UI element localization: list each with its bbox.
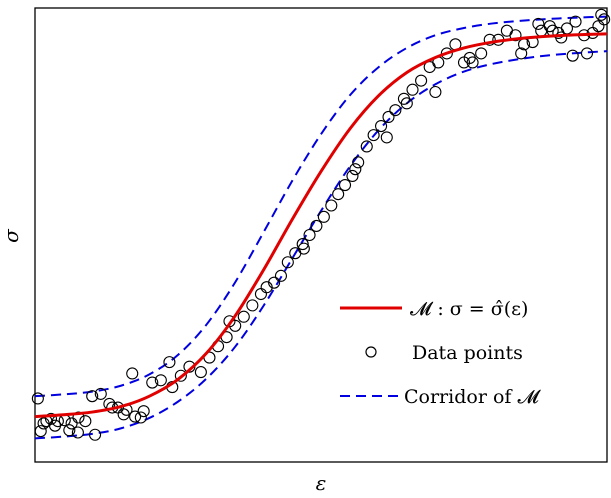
data-point (146, 376, 159, 389)
data-point (500, 24, 513, 37)
data-point (349, 163, 362, 176)
data-point (389, 104, 402, 117)
model-curve-line (34, 32, 608, 419)
data-point (440, 47, 453, 60)
x-axis-label: ε (316, 471, 327, 495)
data-point (406, 83, 419, 96)
data-point (163, 356, 176, 369)
data-point (415, 74, 428, 87)
data-point (117, 408, 130, 421)
data-point (274, 269, 288, 282)
legend-model-label: 𝓜 : σ = σ̂(ε) (410, 298, 528, 320)
data-point (79, 415, 92, 428)
data-point (346, 169, 359, 183)
data-point (72, 411, 85, 424)
data-point (129, 410, 142, 423)
data-point (137, 405, 150, 418)
legend-corridor-label: Corridor of 𝓜 (404, 386, 541, 408)
data-point (566, 49, 579, 62)
data-point (367, 129, 380, 142)
data-point (223, 315, 236, 328)
data-point (246, 299, 259, 312)
data-point (325, 199, 338, 212)
data-points-layer (31, 8, 611, 441)
data-point (303, 228, 316, 242)
model-curve-layer (34, 32, 608, 419)
legend-data-points-marker (365, 346, 377, 358)
data-point (281, 256, 294, 269)
data-point (598, 13, 611, 26)
data-point (310, 219, 323, 232)
data-point (532, 17, 545, 30)
data-point (483, 33, 496, 46)
corridor-upper-line (34, 15, 608, 398)
legend-data-points-label: Data points (412, 342, 523, 364)
data-point (338, 179, 352, 192)
data-point (535, 24, 548, 37)
data-point (515, 47, 528, 60)
data-point (475, 47, 488, 60)
data-point (65, 417, 78, 430)
corridor-lower-line (34, 50, 608, 440)
data-point (555, 31, 568, 44)
data-point (254, 287, 267, 301)
data-point (296, 238, 309, 251)
data-point (317, 210, 330, 223)
corridor-layer (34, 15, 608, 440)
data-point (63, 424, 76, 437)
legend: 𝓜 : σ = σ̂(ε) Data points Corridor of 𝓜 (340, 298, 541, 408)
data-point (569, 15, 582, 28)
data-point (34, 425, 47, 438)
data-point (592, 20, 605, 33)
data-point (380, 131, 393, 144)
data-point (126, 367, 139, 380)
data-point (154, 374, 167, 387)
data-point (237, 310, 250, 323)
data-point (509, 29, 522, 42)
data-point (71, 426, 84, 439)
data-point (352, 156, 365, 169)
data-point (134, 411, 147, 424)
data-point (174, 369, 187, 382)
data-point (37, 417, 50, 430)
data-point (94, 387, 107, 400)
data-point (400, 97, 413, 110)
data-point (31, 392, 44, 405)
data-point (429, 85, 442, 99)
data-point (360, 140, 373, 153)
data-point (268, 276, 281, 289)
data-point (260, 281, 273, 294)
data-point (375, 119, 388, 133)
data-point (86, 390, 99, 403)
data-point (297, 242, 310, 255)
plot-frame (34, 7, 608, 463)
data-point (580, 47, 594, 60)
data-point (332, 188, 345, 201)
data-point (194, 366, 207, 379)
y-axis-label: σ (0, 228, 23, 243)
data-point (463, 51, 476, 64)
data-point (89, 428, 102, 441)
data-point (382, 110, 395, 124)
